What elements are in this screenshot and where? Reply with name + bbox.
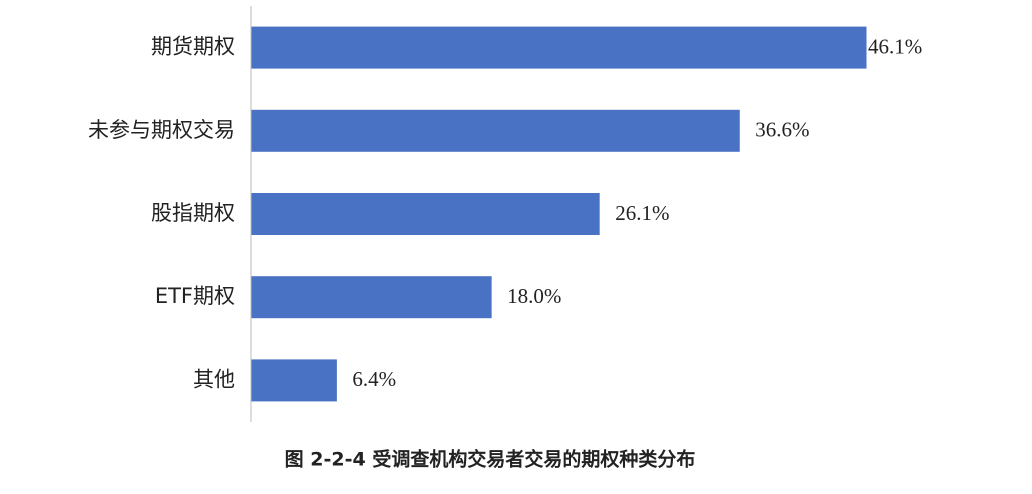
chart-title: 图 2-2-4 受调查机构交易者交易的期权种类分布 <box>285 448 696 471</box>
value-label: 46.1% <box>868 34 922 58</box>
bar <box>251 109 740 152</box>
category-label: ETF期权 <box>155 284 235 308</box>
value-label: 6.4% <box>352 367 396 391</box>
category-label: 期货期权 <box>151 35 235 59</box>
category-label: 股指期权 <box>151 201 235 225</box>
category-label: 其他 <box>193 367 235 391</box>
value-label: 26.1% <box>615 201 669 225</box>
bar <box>251 193 600 235</box>
bar <box>251 359 337 402</box>
bar <box>251 26 867 69</box>
value-label: 18.0% <box>507 284 561 308</box>
category-label: 未参与期权交易 <box>88 118 235 142</box>
bar <box>251 276 492 319</box>
value-label: 36.6% <box>755 118 809 142</box>
